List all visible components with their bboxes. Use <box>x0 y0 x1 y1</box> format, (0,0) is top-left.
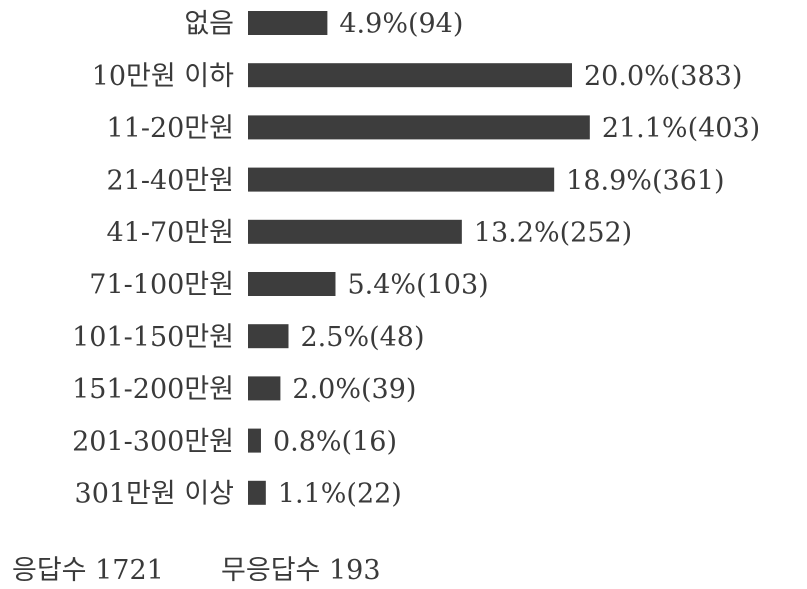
category-label: 301만원 이상 <box>75 479 234 510</box>
bar-row: 101-150만원 2.5%(48) <box>72 322 424 353</box>
nonrespondents-label: 무응답수 <box>221 555 321 586</box>
bar <box>248 63 572 88</box>
respondents-value: 1721 <box>95 555 164 586</box>
bar-row: 301만원 이상 1.1%(22) <box>75 479 402 510</box>
category-label: 11-20만원 <box>106 113 234 144</box>
category-label: 151-200만원 <box>72 374 234 405</box>
bar <box>248 480 266 505</box>
category-label: 201-300만원 <box>72 426 234 457</box>
bar-row: 21-40만원 18.9%(361) <box>106 165 724 196</box>
data-label: 13.2%(252) <box>474 218 632 249</box>
category-label: 101-150만원 <box>72 322 234 353</box>
response-summary: 응답수 1721 무응답수 193 <box>12 548 381 587</box>
data-label: 2.5%(48) <box>301 322 425 353</box>
bar-row: 71-100만원 5.4%(103) <box>89 270 488 301</box>
bar-row: 10만원 이하 20.0%(383) <box>92 61 743 92</box>
nonrespondents-value: 193 <box>329 555 381 586</box>
bar-row: 41-70만원 13.2%(252) <box>106 218 632 249</box>
data-label: 2.0%(39) <box>292 374 416 405</box>
category-label: 41-70만원 <box>106 218 234 249</box>
bar-row: 없음 4.9%(94) <box>184 9 463 40</box>
data-label: 20.0%(383) <box>584 61 742 92</box>
respondents-label: 응답수 <box>12 555 87 586</box>
bar-row: 201-300만원 0.8%(16) <box>72 426 397 457</box>
bar <box>248 324 289 349</box>
bar <box>248 376 281 401</box>
bar <box>248 167 555 192</box>
bar <box>248 115 590 140</box>
category-label: 없음 <box>184 9 234 40</box>
data-label: 1.1%(22) <box>278 479 402 510</box>
bar <box>248 428 261 453</box>
category-label: 71-100만원 <box>89 270 234 301</box>
data-label: 0.8%(16) <box>273 426 397 457</box>
data-label: 5.4%(103) <box>347 270 488 301</box>
bar-row: 11-20만원 21.1%(403) <box>106 113 760 144</box>
bar <box>248 219 462 244</box>
bar <box>248 272 336 296</box>
data-label: 4.9%(94) <box>339 9 463 40</box>
category-label: 10만원 이하 <box>92 61 234 92</box>
category-label: 21-40만원 <box>106 165 234 196</box>
data-label: 18.9%(361) <box>566 165 724 196</box>
bar-row: 151-200만원 2.0%(39) <box>72 374 416 405</box>
bar <box>248 11 328 35</box>
data-label: 21.1%(403) <box>602 113 760 144</box>
